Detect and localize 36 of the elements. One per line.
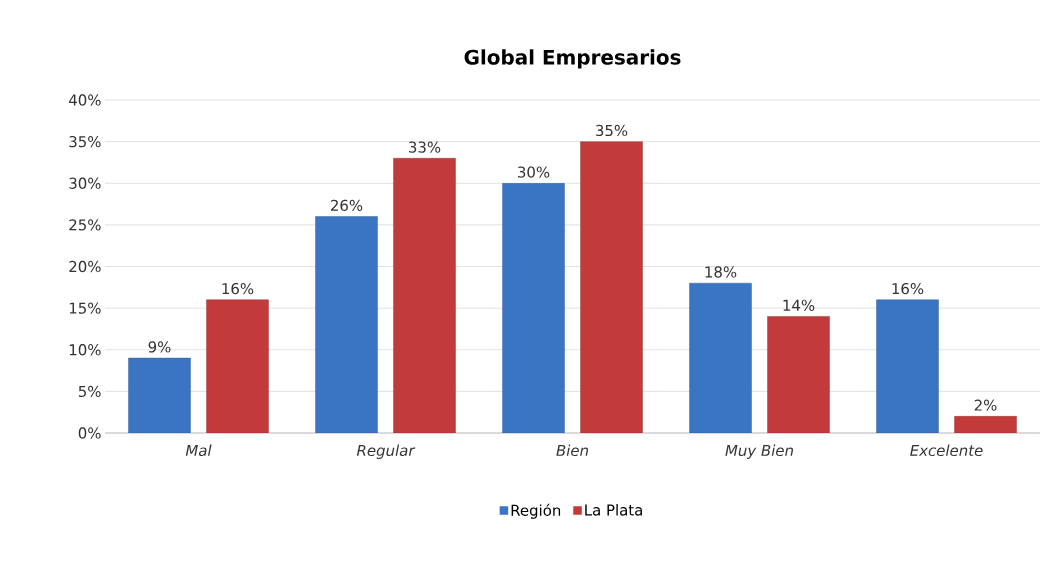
- x-tick-label: Bien: [556, 444, 589, 457]
- x-tick-label: Mal: [185, 444, 212, 457]
- data-label: 35%: [596, 124, 628, 137]
- y-tick-label: 30%: [69, 177, 101, 189]
- y-tick-label: 15%: [69, 302, 101, 314]
- y-tick-label: 0%: [78, 427, 101, 439]
- y-tick-label: 35%: [69, 135, 101, 148]
- y-tick-label: 40%: [69, 94, 101, 106]
- bar: [689, 282, 752, 433]
- data-label: 33%: [409, 141, 441, 153]
- bar: [128, 357, 191, 433]
- bar: [580, 141, 643, 433]
- data-label: 14%: [783, 299, 815, 311]
- chart-title: Global Empresarios: [464, 49, 681, 69]
- data-label: 16%: [222, 282, 254, 295]
- x-tick-label: Excelente: [910, 444, 983, 457]
- bar: [876, 299, 939, 433]
- legend-label: La Plata: [585, 504, 642, 516]
- data-label: 2%: [974, 399, 997, 411]
- data-label: 9%: [148, 341, 171, 353]
- legend-label: Región: [511, 503, 561, 519]
- y-tick-label: 5%: [78, 385, 101, 398]
- y-tick-label: 20%: [69, 260, 101, 273]
- y-tick-label: 25%: [69, 219, 101, 231]
- x-tick-label: Regular: [356, 444, 416, 459]
- data-label: 30%: [518, 166, 550, 178]
- bar: [502, 183, 565, 433]
- bar: [315, 216, 378, 433]
- x-tick-label: Muy Bien: [725, 444, 793, 459]
- bar: [393, 158, 456, 433]
- data-label: 16%: [892, 282, 924, 295]
- data-label: 26%: [330, 199, 363, 212]
- data-label: 18%: [705, 266, 737, 278]
- bar: [767, 316, 830, 433]
- bar: [206, 299, 269, 433]
- y-tick-label: 10%: [69, 344, 101, 356]
